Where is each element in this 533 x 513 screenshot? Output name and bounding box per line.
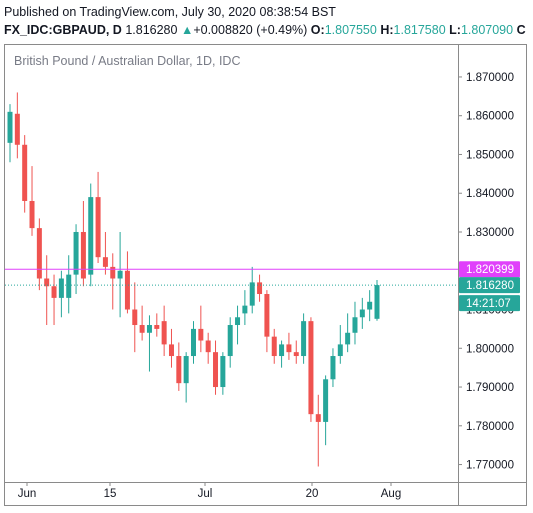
candle-body xyxy=(315,414,321,422)
candle-body xyxy=(242,305,248,314)
last-price-label: 1.816280 xyxy=(466,280,514,292)
candle-body xyxy=(301,321,307,357)
candle-body xyxy=(14,113,20,145)
last-price-tag xyxy=(459,277,520,294)
candle-body xyxy=(337,344,343,357)
candle-body xyxy=(359,309,365,318)
high-label: H: xyxy=(380,23,394,37)
x-tick-label: Jul xyxy=(198,488,213,500)
low-value: 1.807090 xyxy=(460,23,514,37)
ohlc-header: FX_IDC:GBPAUD, D 1.816280 ▲+0.008820 (+0… xyxy=(4,23,526,37)
candle-body xyxy=(102,257,108,267)
x-tick-label: Jun xyxy=(18,488,37,500)
y-tick-label: 1.840000 xyxy=(466,188,514,200)
candle-body xyxy=(352,317,358,333)
candle-body xyxy=(249,282,255,306)
high-value: 1.817580 xyxy=(393,23,446,37)
candle-body xyxy=(36,228,42,279)
candle-body xyxy=(345,332,351,345)
candle-body xyxy=(7,111,13,143)
candle-body xyxy=(279,344,285,357)
y-tick-label: 1.800000 xyxy=(466,343,514,355)
candle-body xyxy=(323,379,329,422)
candle-body xyxy=(132,309,138,326)
y-tick-label: 1.770000 xyxy=(466,460,514,472)
published-text: Published on TradingView.com, July 30, 2… xyxy=(4,5,336,19)
candle-body xyxy=(161,321,167,345)
candle-body xyxy=(235,317,241,326)
y-tick-label: 1.830000 xyxy=(466,227,514,239)
candle-body xyxy=(257,282,263,295)
price-markers: 1.820399 1.816280 14:21:07 xyxy=(5,261,520,312)
candle-body xyxy=(44,278,50,287)
candle-body xyxy=(183,356,189,384)
candle-body xyxy=(51,286,57,298)
horizontal-line-label: 1.820399 xyxy=(466,264,514,276)
y-tick-label: 1.790000 xyxy=(466,382,514,394)
candle-body xyxy=(66,274,72,298)
candle-body xyxy=(308,321,314,415)
candle-body xyxy=(73,231,79,275)
chart-title: British Pound / Australian Dollar, 1D, I… xyxy=(14,54,241,68)
candle-body xyxy=(88,197,94,275)
candle-body xyxy=(29,200,35,229)
candle-body xyxy=(286,344,292,353)
y-tick-label: 1.780000 xyxy=(466,421,514,433)
x-tick-label: Aug xyxy=(381,488,401,500)
candle-body xyxy=(213,352,219,388)
candle-body xyxy=(146,325,152,333)
close-label: C xyxy=(516,23,526,37)
candle-body xyxy=(58,278,64,298)
candle-body xyxy=(264,294,270,337)
candle-body xyxy=(198,328,204,341)
candle-body xyxy=(176,356,182,384)
candle-body xyxy=(227,325,233,357)
open-value: 1.807550 xyxy=(324,23,377,37)
candle-body xyxy=(271,336,277,357)
price-change: +0.008820 (+0.49%) xyxy=(193,23,308,37)
open-label: O: xyxy=(310,23,325,37)
candle-body xyxy=(191,328,196,357)
candle-body xyxy=(124,270,130,310)
up-arrow-icon: ▲ xyxy=(180,23,194,37)
candle-body xyxy=(205,340,211,353)
horizontal-line-tag xyxy=(459,261,520,278)
last-price-value: 1.816280 xyxy=(125,23,178,37)
candle-body xyxy=(80,231,86,279)
countdown-tag xyxy=(459,295,520,312)
low-label: L: xyxy=(449,23,461,37)
candle-body xyxy=(293,352,299,357)
time-axis: Jun 15 Jul 20 Aug xyxy=(18,482,401,500)
x-tick-label: 15 xyxy=(104,488,117,500)
candle-body xyxy=(168,344,174,357)
y-tick-label: 1.870000 xyxy=(466,72,514,84)
candle-body xyxy=(367,301,373,310)
candles xyxy=(7,92,380,467)
y-tick-label: 1.860000 xyxy=(466,111,514,123)
symbol-label: FX_IDC:GBPAUD, D xyxy=(4,23,122,37)
countdown-label: 14:21:07 xyxy=(466,298,511,310)
candle-body xyxy=(154,325,160,329)
candle-body xyxy=(220,356,226,388)
candle-body xyxy=(22,144,28,201)
x-tick-label: 20 xyxy=(306,488,319,500)
y-tick-label: 1.850000 xyxy=(466,149,514,161)
candle-body xyxy=(117,270,123,279)
chart-frame xyxy=(4,44,527,506)
candle-body xyxy=(330,356,336,380)
candle-body xyxy=(110,266,116,279)
candle-body xyxy=(374,285,380,319)
candle-body xyxy=(95,197,101,258)
candle-body xyxy=(139,325,145,333)
published-note: Published on TradingView.com, July 30, 2… xyxy=(4,5,336,19)
